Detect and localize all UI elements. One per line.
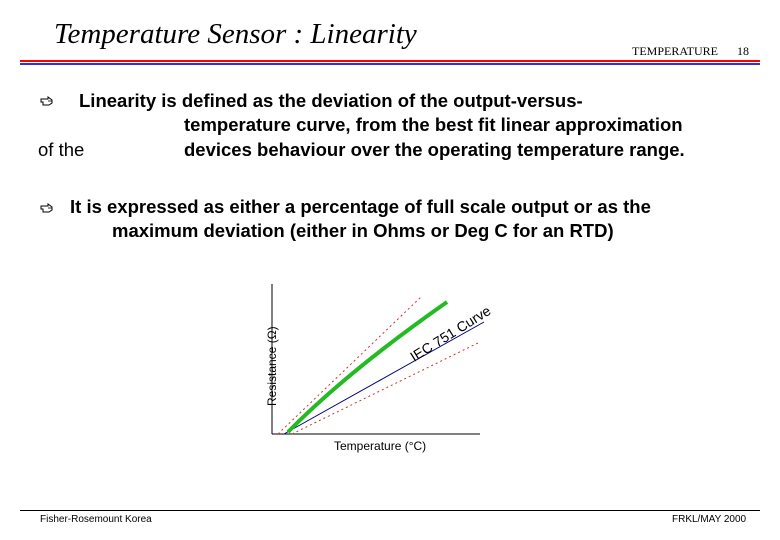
bullet-1-line-2: temperature curve, from the best fit lin… (184, 114, 683, 135)
bullet-2-line-2: maximum deviation (either in Ohms or Deg… (112, 220, 614, 241)
pointing-hand-icon (40, 96, 53, 106)
section-label: TEMPERATURE (632, 44, 719, 58)
curve-label: IEC 751 Curve (407, 302, 494, 364)
bullet-1-line-3: of the (38, 139, 85, 160)
best-fit-line (283, 321, 485, 435)
linearity-chart: IEC 751 Curve Temperature (°C) Resistanc… (265, 284, 494, 453)
iec-751-curve (286, 300, 449, 434)
header-rule-blue (20, 63, 760, 65)
upper-tolerance-line (277, 295, 423, 435)
x-axis-label: Temperature (°C) (334, 439, 426, 453)
page-title: Temperature Sensor : Linearity (54, 18, 417, 50)
header-rule-red (20, 60, 760, 62)
y-axis-label: Resistance (Ω) (265, 326, 279, 406)
bullet-1-line-4: devices behaviour over the operating tem… (184, 139, 685, 160)
footer-rule (20, 510, 760, 511)
bullet-2-line-1: It is expressed as either a percentage o… (70, 196, 651, 217)
footer-company: Fisher-Rosemount Korea (40, 514, 152, 525)
slide-number: 18 (737, 44, 749, 58)
pointing-hand-icon (40, 203, 53, 213)
footer-date: FRKL/MAY 2000 (672, 514, 747, 525)
bullet-1-line-1: Linearity is defined as the deviation of… (79, 90, 583, 111)
lower-tolerance-line (291, 341, 481, 435)
